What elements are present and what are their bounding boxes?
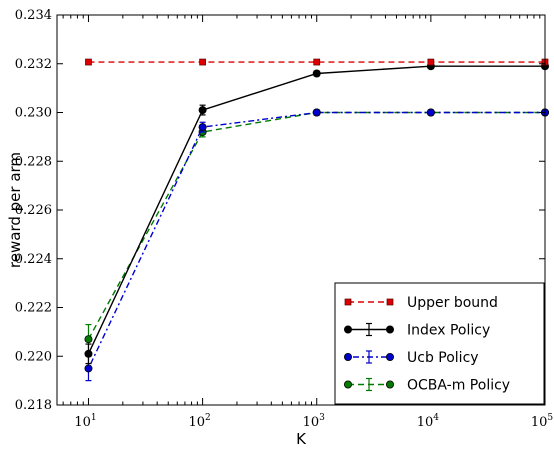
legend-marker (343, 380, 352, 389)
data-point (199, 58, 206, 66)
series-ucb-policy (84, 108, 550, 382)
legend-marker (343, 325, 352, 334)
data-point (85, 58, 92, 66)
y-tick-label: 0.224 (15, 252, 52, 267)
y-tick-label: 0.234 (15, 8, 52, 23)
legend-label: OCBA-m Policy (407, 378, 510, 394)
legend-marker (385, 352, 394, 361)
y-tick-label: 0.218 (15, 398, 52, 413)
y-tick-label: 0.232 (15, 57, 52, 72)
data-point (84, 335, 93, 344)
series-upper-bound (85, 58, 549, 66)
series-line (87, 111, 545, 369)
y-tick-label: 0.220 (15, 349, 52, 364)
legend-label: Ucb Policy (407, 350, 479, 366)
legend-marker (386, 298, 394, 306)
y-tick-label: 0.228 (15, 154, 52, 169)
x-axis-title: K (296, 430, 307, 448)
data-point (427, 58, 435, 66)
data-point (198, 106, 207, 115)
data-point (198, 123, 207, 132)
x-tick-label: 101 (74, 413, 96, 430)
y-axis-title: reward per arm (6, 152, 24, 268)
data-point (426, 108, 435, 117)
y-tick-label: 0.226 (15, 203, 52, 218)
y-tick-label: 0.230 (15, 106, 52, 121)
legend-marker (344, 298, 352, 306)
data-point (84, 349, 93, 358)
plot-area (84, 58, 550, 382)
data-point (84, 364, 93, 373)
x-tick-label: 105 (531, 413, 554, 430)
data-point (312, 69, 321, 78)
legend-marker (385, 380, 394, 389)
axes-ticks: 0.218 0.220 0.222 0.224 0.226 0.228 0.230 0.232… (15, 8, 554, 430)
x-tick-label: 102 (188, 413, 210, 430)
data-point (312, 108, 321, 117)
legend: Upper bound Index Policy Ucb Policy OCBA-m … (334, 282, 545, 405)
x-tick-label: 103 (303, 413, 326, 430)
x-tick-label: 104 (417, 413, 440, 430)
y-tick-label: 0.222 (15, 301, 52, 316)
legend-label: Upper bound (407, 295, 498, 311)
legend-marker (343, 352, 352, 361)
legend-label: Index Policy (407, 323, 490, 339)
legend-marker (385, 325, 394, 334)
data-point (313, 58, 321, 66)
